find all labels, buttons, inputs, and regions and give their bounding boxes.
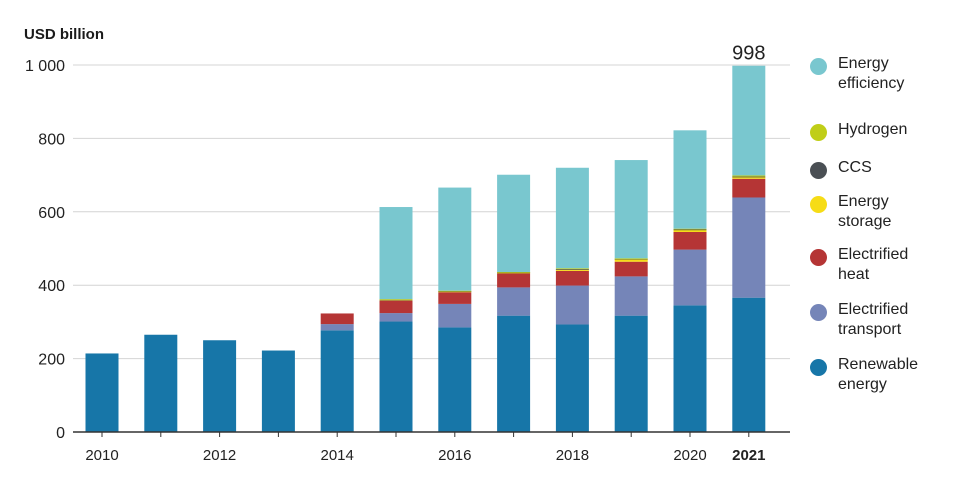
bar-segment-hydrogen-2017 [497, 271, 531, 273]
legend-item-energy-storage: Energy storage [810, 192, 948, 232]
x-tick-label: 2018 [556, 447, 589, 464]
legend-label: Energy storage [838, 193, 892, 230]
bar-segment-transport-2020 [673, 249, 707, 306]
bar-segment-heat-2018 [555, 270, 589, 286]
bar-segment-transport-2015 [379, 313, 413, 322]
bar-segment-storage-2021 [732, 176, 766, 179]
y-axis-unit-label: USD billion [24, 26, 104, 43]
legend-swatch-icon [810, 58, 827, 75]
bar-segment-renewable-2021 [732, 297, 766, 432]
bar-segment-ccs-2020 [673, 229, 707, 231]
bar-segment-efficiency-2018 [555, 167, 589, 269]
bar-segment-renewable-2020 [673, 305, 707, 432]
legend-swatch-icon [810, 249, 827, 266]
y-tick-label: 200 [38, 352, 65, 369]
legend-swatch-icon [810, 359, 827, 376]
legend-item-electrified-heat: Electrified heat [810, 245, 948, 285]
bar-segment-efficiency-2016 [438, 187, 472, 291]
y-tick-label: 0 [56, 425, 65, 442]
bar-segment-ccs-2018 [555, 269, 589, 270]
legend-swatch-icon [810, 162, 827, 179]
x-tick-label: 2014 [321, 447, 354, 464]
bar-segment-transport-2016 [438, 303, 472, 328]
bar-segment-efficiency-2017 [497, 174, 531, 272]
bar-segment-hydrogen-2021 [732, 175, 766, 177]
bar-segment-heat-2019 [614, 261, 648, 277]
legend-label: Hydrogen [838, 121, 908, 138]
legend-swatch-icon [810, 196, 827, 213]
bar-segment-hydrogen-2018 [555, 268, 589, 270]
legend-label: Electrified heat [838, 246, 909, 283]
bar-segment-renewable-2016 [438, 327, 472, 432]
bar-segment-renewable-2013 [261, 350, 295, 432]
legend-item-ccs: CCS [810, 158, 948, 179]
y-tick-label: 1 000 [25, 58, 65, 75]
bar-segment-ccs-2021 [732, 176, 766, 178]
legend-label: Energy efficiency [838, 55, 905, 92]
bar-segment-renewable-2019 [614, 315, 648, 432]
bar-segment-heat-2017 [497, 273, 531, 288]
total-annotation-label: 998 [732, 43, 765, 65]
bar-segment-heat-2014 [320, 313, 354, 325]
bar-segment-storage-2020 [673, 229, 707, 232]
bar-segment-hydrogen-2015 [379, 299, 413, 300]
legend-label: Renewable energy [838, 356, 919, 393]
bar-segment-storage-2018 [555, 269, 589, 271]
bar-segment-heat-2015 [379, 300, 413, 314]
y-tick-label: 800 [38, 131, 65, 148]
legend-item-electrified-transport: Electrified transport [810, 300, 948, 340]
x-tick-label: 2010 [85, 447, 118, 464]
bar-segment-renewable-2011 [144, 334, 178, 432]
bar-segment-transport-2014 [320, 324, 354, 331]
bar-segment-efficiency-2015 [379, 207, 413, 300]
bar-segment-heat-2021 [732, 178, 766, 198]
legend-swatch-icon [810, 124, 827, 141]
bar-segment-transport-2017 [497, 287, 531, 316]
x-tick-label: 2020 [673, 447, 706, 464]
legend-label: CCS [838, 159, 872, 176]
bar-segment-efficiency-2019 [614, 160, 648, 259]
legend-swatch-icon [810, 304, 827, 321]
bar-segment-transport-2021 [732, 197, 766, 298]
bar-segment-efficiency-2021 [732, 65, 766, 176]
bar-segment-efficiency-2020 [673, 130, 707, 229]
bar-segment-transport-2018 [555, 285, 589, 325]
y-tick-label: 400 [38, 278, 65, 295]
y-tick-label: 600 [38, 205, 65, 222]
bar-segment-renewable-2018 [555, 324, 589, 432]
bar-segment-hydrogen-2019 [614, 258, 648, 260]
legend-item-energy-efficiency: Energy efficiency [810, 54, 948, 94]
bar-segment-storage-2019 [614, 259, 648, 262]
x-tick-label: 2016 [438, 447, 471, 464]
bar-segment-renewable-2015 [379, 321, 413, 432]
bar-segment-transport-2019 [614, 276, 648, 316]
x-tick-label: 2012 [203, 447, 236, 464]
legend-item-renewable-energy: Renewable energy [810, 355, 948, 395]
bar-segment-heat-2016 [438, 292, 472, 304]
legend-label: Electrified transport [838, 301, 909, 338]
bar-segment-renewable-2012 [203, 340, 237, 432]
bar-segment-renewable-2010 [85, 353, 119, 432]
bar-segment-hydrogen-2016 [438, 290, 472, 292]
legend-item-hydrogen: Hydrogen [810, 120, 948, 141]
bar-segment-heat-2020 [673, 231, 707, 250]
bar-segment-hydrogen-2020 [673, 228, 707, 230]
x-tick-label: 2021 [732, 447, 765, 464]
bar-segment-renewable-2017 [497, 315, 531, 432]
bar-segment-renewable-2014 [320, 330, 354, 432]
